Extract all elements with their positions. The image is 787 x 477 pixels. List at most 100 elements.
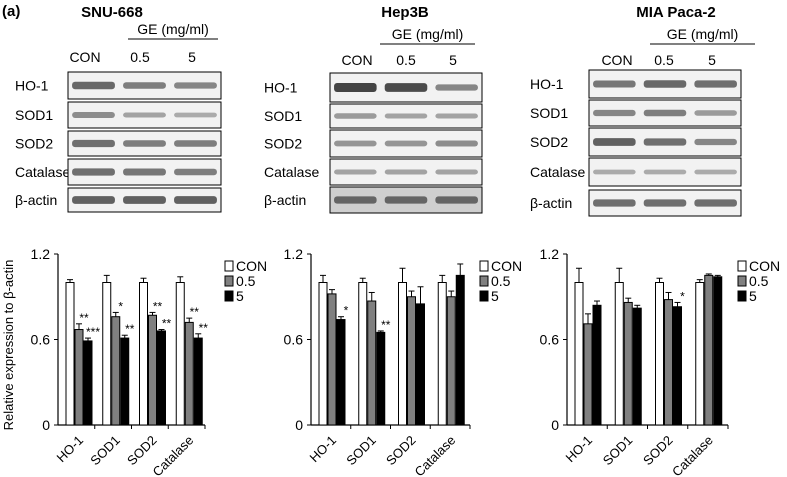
- blot-band: [593, 80, 636, 88]
- blot-band: [72, 81, 115, 90]
- y-tick-label: 0: [295, 417, 303, 433]
- bar-catalase-5: [713, 276, 723, 426]
- legend-swatch-5: [224, 290, 234, 302]
- bar-ho-1-5: [83, 340, 93, 426]
- legend-swatch-5: [479, 290, 489, 302]
- bar-sod2-5: [673, 306, 682, 426]
- y-tick-label: 1.2: [540, 246, 560, 262]
- significance-marker: **: [153, 299, 163, 313]
- blot-panel-hep3b: Hep3B GE (mg/ml) CON 0.5 5 HO-1 SOD1 SOD2 Catala…: [264, 4, 483, 214]
- treatment-label: GE (mg/ml): [137, 21, 209, 37]
- blot-band: [435, 169, 478, 175]
- blot-band: [174, 196, 217, 204]
- blot-band: [384, 83, 428, 92]
- blot-label-sod1: SOD1: [530, 105, 568, 121]
- blot-band: [435, 196, 478, 204]
- lane-label-0-5: 0.5: [396, 52, 416, 68]
- bar-catalase-0-5: [184, 321, 194, 426]
- cell-line-title: Hep3B: [381, 4, 429, 21]
- blot-band: [593, 138, 636, 146]
- bar-ho-1-5: [592, 304, 602, 426]
- bar-catalase-0-5: [446, 296, 456, 426]
- bar-catalase-con: [695, 282, 705, 426]
- bar-sod1-con: [614, 282, 624, 426]
- legend-swatch-con: [224, 260, 234, 272]
- lane-label-con: CON: [601, 52, 632, 68]
- bar-sod1-con: [358, 282, 368, 426]
- blot-band: [643, 199, 687, 207]
- cell-line-title: MIA Paca-2: [636, 4, 715, 21]
- y-tick-label: 1.2: [284, 246, 304, 262]
- bar-sod1-0-5: [367, 300, 377, 426]
- y-axis-label: Relative expression to β-actin: [1, 260, 16, 431]
- blot-band: [593, 109, 636, 117]
- x-tick-label-sod1: SOD1: [87, 433, 123, 469]
- treatment-label: GE (mg/ml): [392, 26, 464, 42]
- blot-band: [174, 82, 217, 89]
- bar-sod1-0-5: [623, 301, 633, 426]
- bar-sod1-0-5: [111, 316, 121, 426]
- blot-band: [334, 196, 377, 204]
- blot-label-ho-1: HO-1: [264, 80, 298, 96]
- x-tick-label-catalase: Catalase: [149, 433, 196, 477]
- bar-ho-1-con: [574, 282, 584, 426]
- bar-sod2-5: [416, 303, 425, 426]
- blot-label-catalase: Catalase: [264, 164, 319, 180]
- blot-label-sod2: SOD2: [15, 136, 53, 152]
- bar-catalase-5: [193, 337, 203, 426]
- chart-snu-668: 00.61.2*****HO-1***SOD1****SOD2****Catal…: [31, 246, 268, 477]
- significance-marker: *: [344, 304, 349, 318]
- x-tick-label-ho-1: HO-1: [563, 433, 596, 466]
- lane-label-con: CON: [341, 52, 372, 68]
- x-tick-label-sod1: SOD1: [343, 433, 379, 469]
- y-tick-label: 0.6: [540, 332, 560, 348]
- bar-ho-1-5: [336, 319, 346, 426]
- lane-label-5: 5: [708, 52, 716, 68]
- bar-sod1-5: [120, 337, 130, 426]
- bar-catalase-5: [455, 274, 465, 426]
- legend-swatch-con: [737, 260, 747, 272]
- legend-entry-con: CON: [491, 258, 522, 274]
- significance-marker: *: [680, 289, 685, 303]
- panel-label: (a): [2, 3, 20, 20]
- y-tick-label: 0: [551, 417, 559, 433]
- blot-band: [694, 80, 737, 88]
- blot-band: [72, 196, 115, 204]
- blot-label-sod2: SOD2: [530, 134, 568, 150]
- significance-marker: **: [381, 318, 391, 332]
- legend-entry-5: 5: [491, 288, 499, 304]
- blot-band: [334, 83, 377, 92]
- legend-entry-5: 5: [749, 288, 757, 304]
- x-tick-label-sod2: SOD2: [383, 433, 419, 469]
- bar-catalase-con: [175, 282, 185, 426]
- lane-label-0-5: 0.5: [654, 52, 674, 68]
- blot-band: [435, 140, 478, 147]
- blot-band: [72, 139, 115, 148]
- bar-sod1-con: [102, 282, 112, 426]
- blot-band: [72, 112, 115, 118]
- blot-band: [384, 113, 428, 119]
- blot-strip-catalase: [588, 157, 742, 187]
- x-tick-label-ho-1: HO-1: [307, 433, 340, 466]
- blot-band: [694, 138, 737, 146]
- blot-band: [174, 112, 217, 118]
- y-tick-label: 1.2: [31, 246, 51, 262]
- legend-swatch-5: [737, 290, 747, 302]
- bar-charts: 00.61.2*****HO-1***SOD1****SOD2****Catal…: [31, 246, 781, 477]
- blot-label-actin: β-actin: [264, 192, 306, 208]
- blot-label-sod2: SOD2: [264, 136, 302, 152]
- blot-band: [643, 138, 687, 146]
- bar-sod2-0-5: [148, 314, 157, 426]
- blot-band: [593, 169, 636, 175]
- blot-band: [435, 84, 478, 91]
- legend-swatch-con: [479, 260, 489, 272]
- legend-swatch-0-5: [737, 275, 747, 287]
- bar-sod2-con: [655, 282, 664, 426]
- legend-entry-con: CON: [749, 258, 780, 274]
- blot-band: [643, 80, 687, 88]
- cell-line-title: SNU-668: [81, 4, 143, 21]
- blot-strip-sod1: [329, 103, 483, 129]
- significance-marker: **: [125, 322, 135, 336]
